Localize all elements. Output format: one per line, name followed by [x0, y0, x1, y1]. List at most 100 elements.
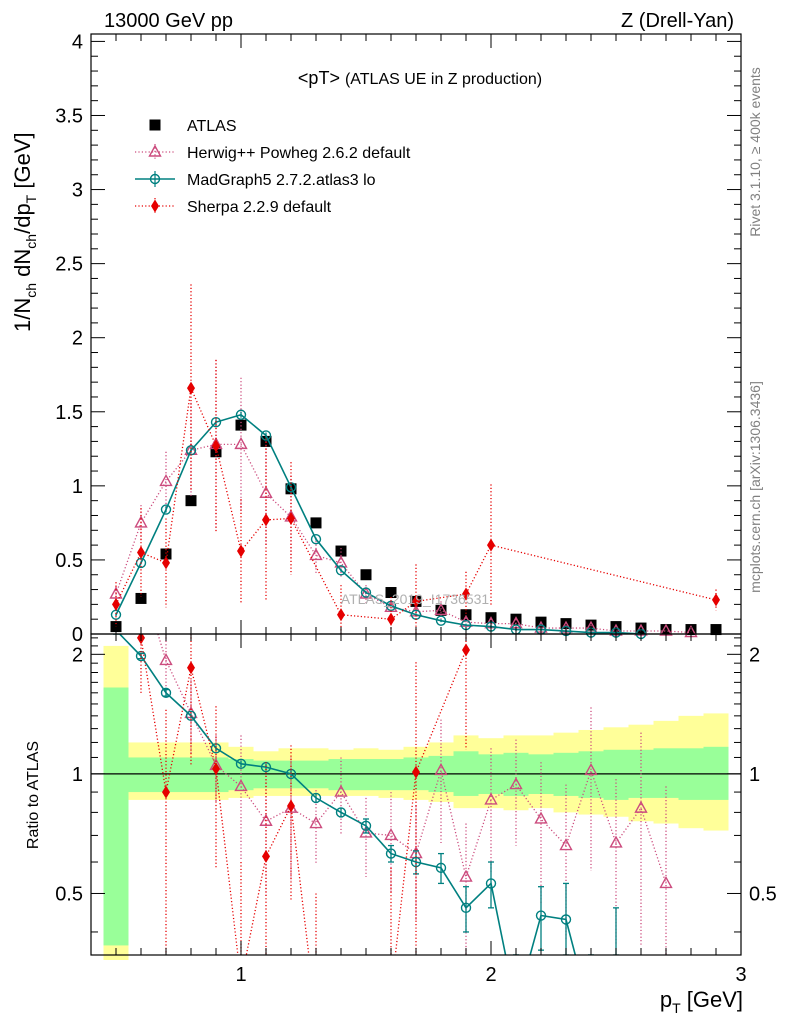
main-sherpa-point: [162, 556, 170, 570]
watermark: ATLAS_2019_I1736531: [341, 591, 490, 607]
header-energy: 13000 GeV pp: [104, 10, 233, 32]
main-herwig-point: [334, 555, 348, 568]
ratio-herwig-line: [157, 634, 667, 884]
x-tick-label: 2: [485, 964, 496, 986]
main-herwig-point: [134, 515, 148, 528]
legend-marker-madgraph: [149, 173, 161, 185]
main-sherpa-point: [412, 594, 420, 608]
ratio-sherpa-point: [187, 661, 195, 675]
ratio-madgraph-point: [385, 848, 397, 859]
ratio-herwig-point: [159, 653, 173, 666]
legend: ATLAS Herwig++ Powheg 2.6.2 default MadGra…: [135, 118, 411, 216]
ratio-y-tick-label-right: 1: [749, 764, 760, 786]
legend-label-herwig: Herwig++ Powheg 2.6.2 default: [187, 145, 411, 162]
ratio-herwig-point: [434, 763, 448, 776]
main-sherpa-point: [112, 597, 120, 611]
ratio-band-inner-bin: [653, 748, 679, 798]
main-herwig-point: [434, 602, 448, 615]
ratio-herwig-point: [484, 792, 498, 805]
legend-label-atlas: ATLAS: [187, 118, 237, 135]
main-y-tick-label: 1.5: [55, 402, 83, 424]
ratio-y-tick-label: 2: [72, 644, 83, 666]
main-sherpa-point: [262, 513, 270, 527]
main-madgraph-point: [360, 587, 372, 598]
ratio-sherpa-line: [140, 637, 467, 955]
plot-title-sub: (ATLAS UE in Z production): [345, 71, 542, 88]
main-madgraph-point: [160, 504, 172, 515]
main-atlas-point: [560, 618, 572, 630]
main-sherpa-point: [237, 544, 245, 558]
ratio-band-inner-bin: [603, 749, 629, 800]
main-sherpa-point: [187, 381, 195, 395]
ratio-herwig-point: [584, 763, 598, 776]
main-sherpa-point: [487, 538, 495, 552]
main-madgraph-point: [235, 409, 247, 420]
main-madgraph-line: [115, 413, 642, 635]
main-madgraph-point: [310, 533, 322, 545]
ratio-y-tick-label: 0.5: [55, 883, 83, 905]
side-mcplots-label: mcplots.cern.ch [arXiv:1306.3436]: [747, 381, 763, 593]
ratio-band-inner-bin: [178, 757, 204, 793]
ratio-uncertainty-bands: [91, 645, 741, 961]
ratio-y-tick-label-right: 2: [749, 644, 760, 666]
main-atlas-point: [335, 545, 347, 557]
ratio-herwig-point: [634, 800, 648, 813]
main-atlas-point: [610, 621, 622, 633]
main-sherpa-point: [712, 593, 720, 607]
main-atlas-point: [360, 569, 372, 581]
ratio-band-inner-bin: [103, 687, 129, 946]
x-axis-label: pT [GeV]: [660, 987, 743, 1016]
ratio-herwig-point: [384, 827, 398, 841]
main-y-tick-label: 3: [72, 180, 83, 202]
ratio-madgraph-point: [460, 902, 472, 914]
ratio-band-inner-bin: [353, 759, 379, 791]
main-sherpa-point: [212, 439, 220, 453]
side-rivet-label: Rivet 3.1.10, ≥ 400k events: [747, 67, 763, 237]
main-herwig-point: [159, 473, 173, 487]
ratio-herwig-point: [359, 825, 373, 838]
ratio-madgraph-point: [160, 687, 172, 699]
ratio-madgraph-point: [435, 862, 447, 874]
main-atlas-point: [135, 592, 147, 604]
ratio-madgraph-point: [335, 807, 347, 818]
main-sherpa-point: [462, 587, 470, 601]
ratio-herwig-point: [609, 835, 623, 848]
ratio-madgraph-point: [535, 910, 547, 921]
ratio-herwig-point: [309, 816, 323, 829]
main-atlas-point: [385, 587, 397, 599]
main-sherpa-point: [387, 612, 395, 626]
main-herwig-point: [359, 586, 373, 599]
plot-title-main: <pT>: [298, 68, 340, 88]
main-madgraph-point: [210, 416, 222, 428]
ratio-herwig-point: [459, 869, 473, 882]
ratio-sherpa-point: [212, 762, 220, 776]
ratio-sherpa-point: [412, 765, 420, 779]
main-y-tick-label: 0.5: [55, 550, 83, 572]
x-tick-label: 3: [735, 964, 746, 986]
ratio-band-inner-bin: [128, 757, 154, 793]
ratio-sherpa-point: [287, 799, 295, 813]
main-sherpa-line: [115, 385, 717, 620]
legend-marker-atlas: [149, 119, 161, 131]
header-process: Z (Drell-Yan): [621, 10, 734, 32]
main-y-tick-label: 1: [72, 476, 83, 498]
ratio-madgraph-point: [235, 758, 247, 770]
main-herwig-point: [309, 548, 323, 561]
ratio-herwig-point: [509, 777, 523, 790]
axes: 0 0.5 1 1.5 2 2.5 3 3.5 4 1 2 3 0.5 0.5 1 1 2 2: [55, 31, 777, 986]
ratio-herwig-point: [234, 778, 248, 792]
ratio-sherpa-point: [162, 785, 170, 799]
legend-marker-herwig: [148, 144, 162, 157]
ratio-sherpa-point: [462, 643, 470, 657]
main-atlas-point: [235, 419, 247, 431]
main-madgraph-point: [335, 565, 347, 576]
main-atlas-point: [185, 495, 197, 507]
ratio-panel-data: [113, 634, 673, 955]
main-y-tick-label: 0: [72, 624, 83, 646]
ratio-madgraph-point: [560, 914, 572, 925]
ratio-herwig-point: [259, 813, 273, 826]
ratio-herwig-point: [334, 784, 348, 797]
ratio-band-inner-bin: [378, 759, 404, 791]
ratio-herwig-point: [534, 811, 548, 824]
